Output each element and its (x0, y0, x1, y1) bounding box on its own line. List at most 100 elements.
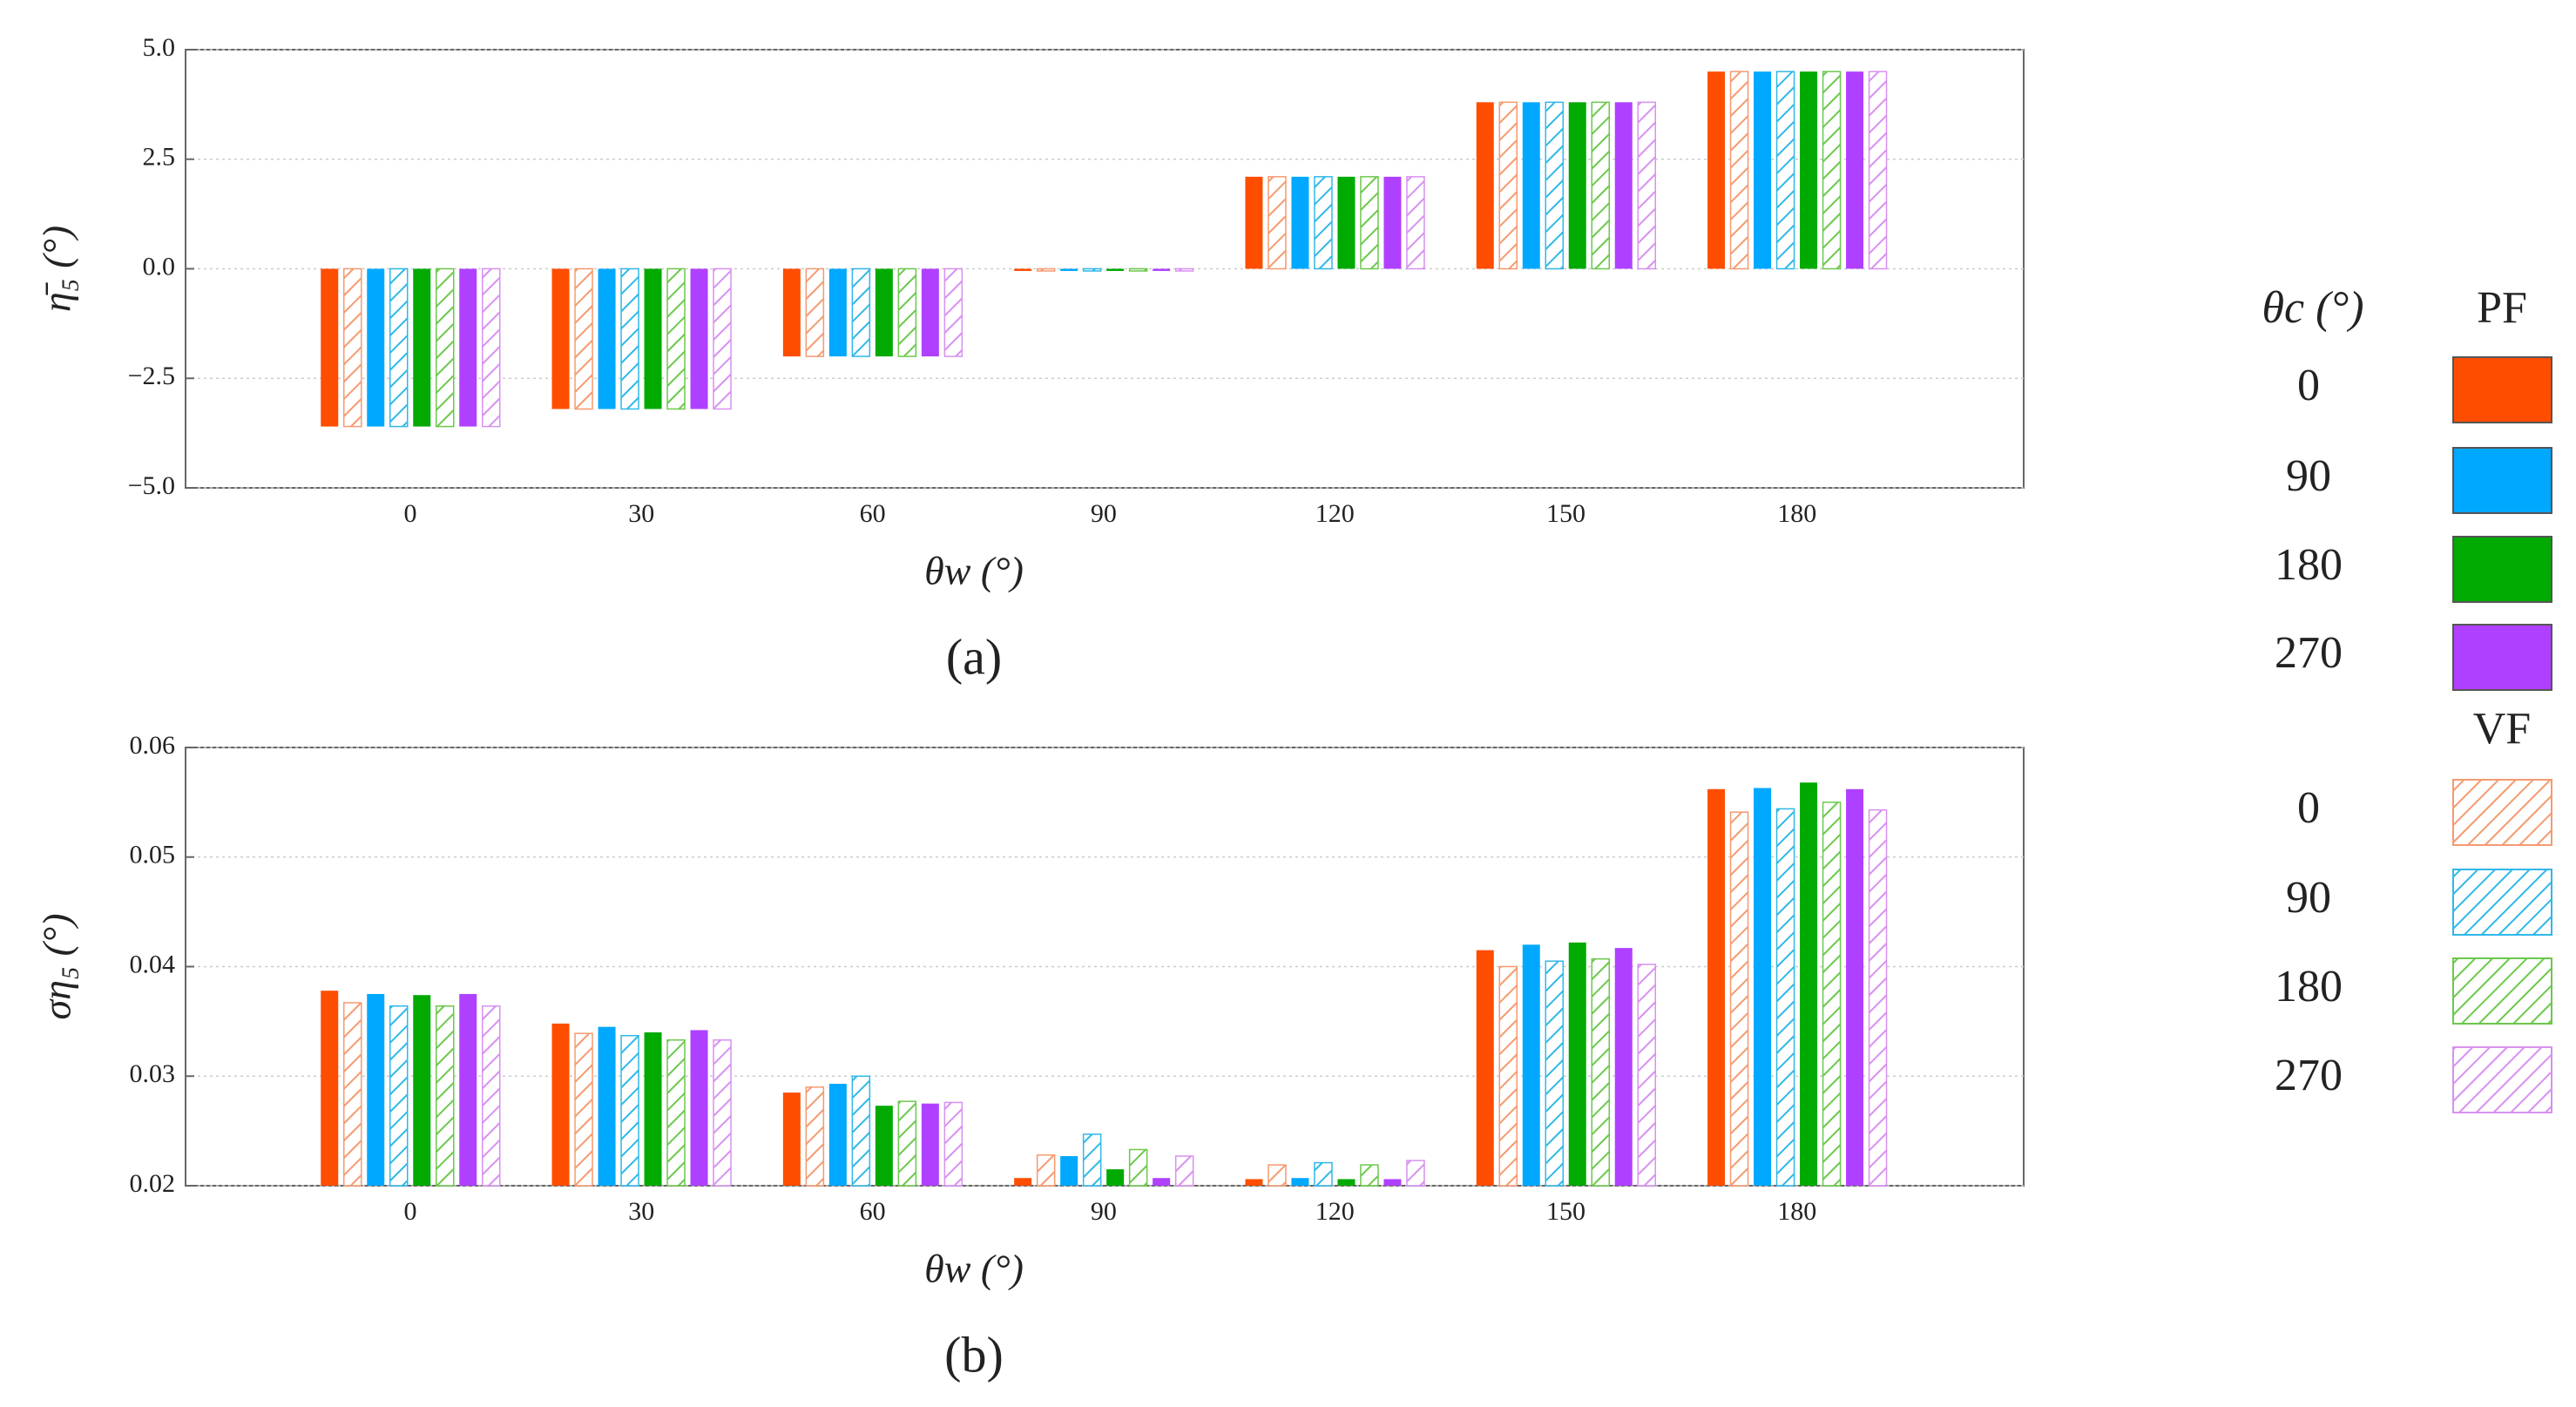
bar (1775, 71, 1795, 270)
bar (1268, 1164, 1287, 1187)
bar (828, 268, 847, 357)
x-tick-label: 90 (1091, 1197, 1117, 1226)
bar (1822, 71, 1842, 270)
bar (1291, 1178, 1309, 1186)
bar (644, 1032, 662, 1186)
bar (574, 1032, 593, 1187)
legend-label: 0 (2297, 361, 2320, 410)
bar (321, 991, 339, 1186)
bar (1868, 808, 1888, 1187)
bar (1406, 1160, 1425, 1187)
bar (1314, 1161, 1333, 1187)
bar (620, 267, 639, 410)
legend-title: θc (°) (2262, 283, 2363, 333)
bar (1245, 176, 1263, 269)
bar (1498, 101, 1518, 270)
legend-swatch (2452, 447, 2552, 514)
bar (436, 1005, 455, 1187)
bar (389, 1005, 409, 1187)
y-tick-label: 0.0 (143, 252, 176, 281)
bar (1822, 802, 1842, 1187)
bar (1707, 788, 1726, 1186)
y-tick-label: −2.5 (128, 362, 175, 390)
bar (459, 993, 477, 1186)
bar (943, 267, 963, 357)
bar (1128, 267, 1148, 272)
bar (1614, 948, 1633, 1186)
bar (1754, 71, 1772, 269)
bar (1568, 102, 1586, 269)
bar (1522, 944, 1540, 1186)
y-axis-label: η̄₅ (°) (35, 226, 79, 312)
bar (690, 268, 708, 409)
y-tick-label: 0.05 (130, 841, 176, 869)
x-tick-label: 0 (404, 499, 417, 528)
bar (875, 268, 893, 357)
bar (690, 1030, 708, 1186)
bar (782, 1092, 801, 1186)
legend-label: 90 (2286, 451, 2331, 501)
legend-label: 270 (2275, 628, 2343, 678)
bar (1036, 1154, 1056, 1187)
bar (1800, 782, 1818, 1186)
bar (1476, 102, 1494, 269)
x-tick-label: 180 (1777, 499, 1816, 528)
bar (1637, 101, 1656, 270)
bar (1545, 960, 1564, 1187)
legend-label: 180 (2275, 540, 2343, 590)
x-tick-label: 30 (628, 499, 654, 528)
x-tick-label: 150 (1546, 499, 1585, 528)
y-tick-label: 0.02 (130, 1169, 176, 1198)
bar (713, 1039, 732, 1187)
bar (782, 268, 801, 357)
bar (1568, 942, 1586, 1186)
bar (875, 1106, 893, 1186)
bar (1522, 102, 1540, 269)
bar (482, 267, 501, 428)
bar (1314, 176, 1333, 270)
bar (1754, 788, 1772, 1186)
bar (1245, 1179, 1263, 1186)
x-tick-label: 90 (1091, 499, 1117, 528)
bar (1128, 1148, 1148, 1187)
caption: (a) (946, 628, 1002, 685)
x-tick-label: 30 (628, 1197, 654, 1226)
bar (1082, 1133, 1102, 1187)
bar (1545, 101, 1564, 270)
legend-label: 90 (2286, 873, 2331, 923)
bar (1060, 268, 1078, 272)
legend-swatch (2452, 869, 2552, 936)
y-axis-label: ση₅ (°) (35, 913, 79, 1019)
bar (574, 267, 593, 410)
bar (343, 1002, 362, 1187)
bar (851, 267, 871, 357)
bar (321, 268, 339, 427)
bar (1082, 267, 1102, 272)
bar (1637, 964, 1656, 1187)
x-tick-label: 150 (1546, 1197, 1585, 1226)
legend-label: 0 (2297, 783, 2320, 833)
x-axis-label: θw (°) (924, 549, 1024, 593)
x-axis-label: θw (°) (924, 1247, 1024, 1291)
bar (805, 267, 825, 357)
bar (713, 267, 732, 410)
bar (1014, 268, 1032, 272)
bar (1800, 71, 1818, 269)
x-tick-label: 120 (1315, 499, 1355, 528)
y-tick-label: −5.0 (128, 471, 175, 500)
caption: (b) (944, 1326, 1004, 1383)
bar (921, 1103, 939, 1186)
legend-group: VF (2473, 704, 2531, 754)
bar (921, 268, 939, 357)
bar (1360, 176, 1379, 270)
y-tick-label: 0.04 (130, 950, 176, 978)
legend-swatch (2452, 957, 2552, 1025)
legend-swatch (2452, 536, 2552, 603)
legend-swatch (2452, 356, 2552, 423)
bar (1383, 176, 1402, 269)
x-tick-label: 180 (1777, 1197, 1816, 1226)
bar (1406, 176, 1425, 270)
bar (1174, 267, 1194, 272)
legend-swatch (2452, 779, 2552, 846)
